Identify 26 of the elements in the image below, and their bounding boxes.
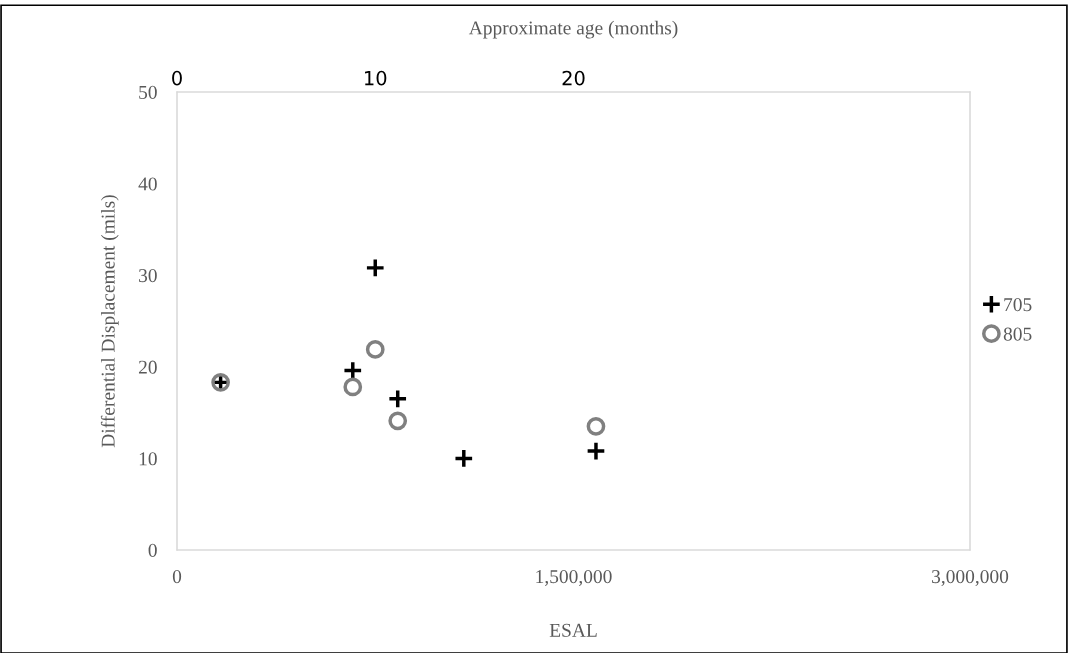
point <box>365 340 385 359</box>
x-tick-label: 0 <box>172 570 182 584</box>
point <box>387 388 408 409</box>
x2-tick-label: 20 <box>562 70 585 86</box>
y-tick-label: 40 <box>138 177 157 191</box>
y-tick-label: 10 <box>139 452 157 466</box>
x2-tick-label: 10 <box>365 70 387 86</box>
x2-tick-label: 0 <box>172 70 182 86</box>
y-tick-label: 30 <box>139 269 157 283</box>
y-tick-label: 0 <box>148 543 157 557</box>
y-axis-title: Differential Displacement (mils) <box>100 195 119 448</box>
point <box>365 257 386 278</box>
legend-label: 705 <box>1004 298 1032 312</box>
x2-axis-title: Approximate age (months) <box>468 20 678 39</box>
point <box>586 416 606 436</box>
point <box>585 441 607 462</box>
point <box>453 448 474 469</box>
point <box>343 377 363 397</box>
y-tick-label: 20 <box>138 360 157 374</box>
x-tick-label: 3,000,000 <box>932 570 1009 586</box>
x-axis-title: ESAL <box>549 623 597 637</box>
point <box>342 360 363 381</box>
legend-label: 805 <box>1003 327 1032 341</box>
y-tick-label: 50 <box>139 85 157 99</box>
x-tick-label: 1,500,000 <box>536 570 612 586</box>
point <box>388 411 408 431</box>
